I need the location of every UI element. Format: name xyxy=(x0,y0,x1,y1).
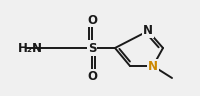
Text: H₂N: H₂N xyxy=(18,41,43,55)
Text: O: O xyxy=(87,70,97,82)
Text: O: O xyxy=(87,14,97,26)
Text: S: S xyxy=(88,41,96,55)
Text: N: N xyxy=(143,24,153,38)
Text: N: N xyxy=(148,60,158,72)
